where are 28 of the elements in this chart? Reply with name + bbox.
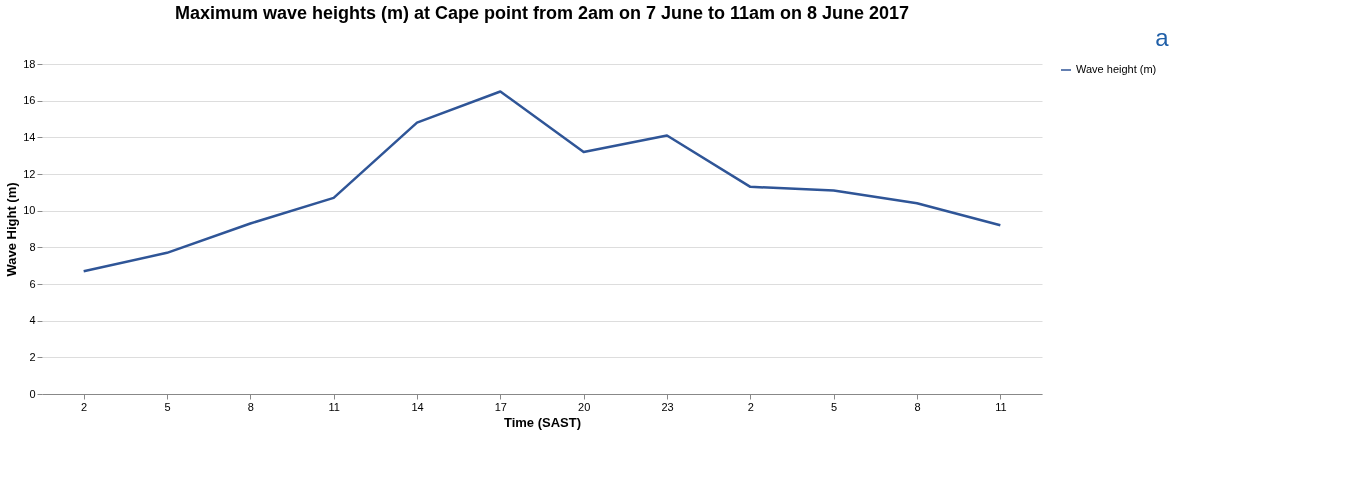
text: a <box>1155 24 1170 51</box>
x-tick-label: 2 <box>747 400 754 413</box>
y-tick-label: 10 <box>23 204 36 217</box>
x-tick-label: 11 <box>995 400 1007 413</box>
x-tick-label: 11 <box>328 400 340 413</box>
x-tick-label: 23 <box>661 400 674 413</box>
y-tick-label: 4 <box>29 314 36 327</box>
x-tick-label: 8 <box>247 400 254 413</box>
y-tick-label: 0 <box>29 387 36 400</box>
x-tick-label: 17 <box>494 400 507 413</box>
chart-title: Maximum wave heights (m) at Cape point from 2am on 7 June to 11am on 8 June 2017 <box>174 3 910 23</box>
y-axis-title: Wave Hight (m) <box>4 182 20 277</box>
x-tick-label: 20 <box>578 400 591 413</box>
x-tick-label: 8 <box>914 400 921 413</box>
x-tick-label: 14 <box>411 400 424 413</box>
x-tick-label: 2 <box>81 400 88 413</box>
y-tick-label: 8 <box>29 240 36 253</box>
legend-label: Wave height (m) <box>1076 63 1157 75</box>
y-tick-label: 18 <box>23 57 36 70</box>
y-tick-label: 12 <box>23 167 36 180</box>
line-series <box>82 90 1002 273</box>
x-axis-title: Time (SAST) <box>503 414 582 430</box>
y-tick-label: 6 <box>29 277 36 290</box>
y-tick-label: 16 <box>23 94 36 107</box>
x-tick-label: 5 <box>164 400 171 413</box>
y-tick-label: 2 <box>29 350 36 363</box>
y-tick-label: 14 <box>23 130 36 143</box>
x-tick-label: 5 <box>831 400 838 413</box>
